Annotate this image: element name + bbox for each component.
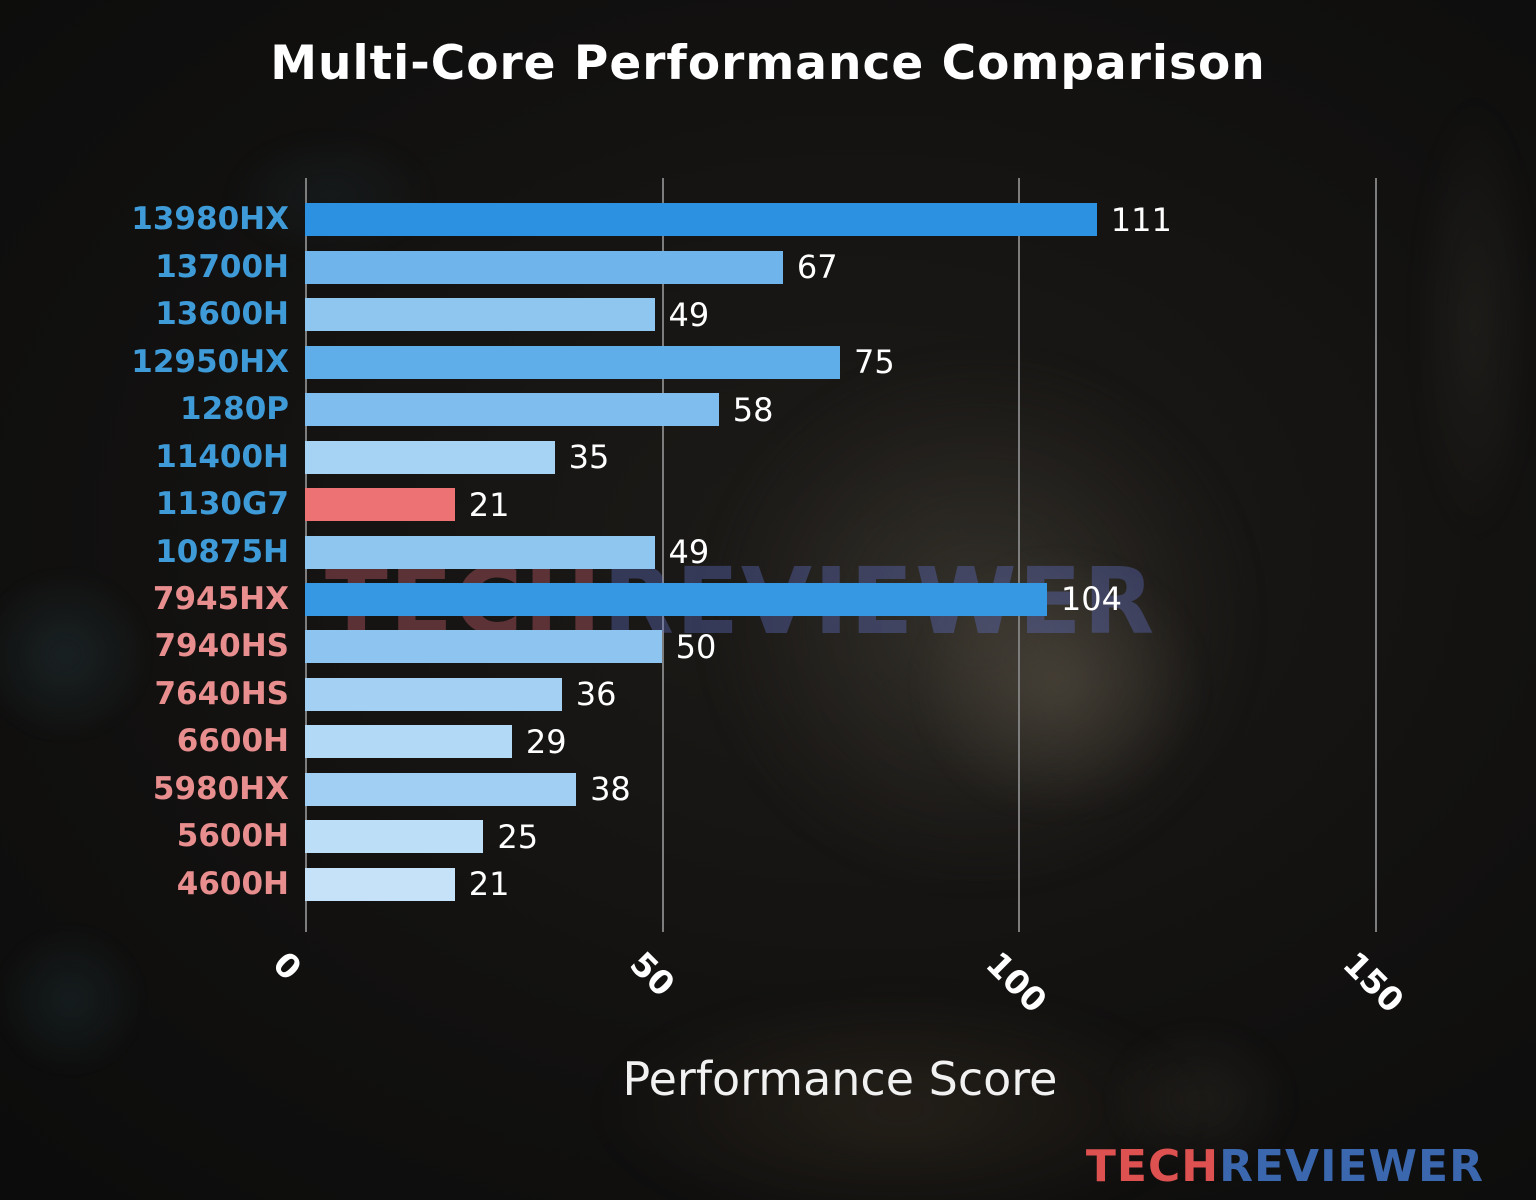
bar <box>305 867 455 901</box>
x-tick-label: 50 <box>622 944 683 1005</box>
bar-row: 6600H 29 <box>0 718 1536 765</box>
bar <box>305 772 577 806</box>
category-label: 10875H <box>155 533 289 570</box>
bar-track: 21 <box>305 861 1536 908</box>
value-label: 38 <box>590 770 631 809</box>
category-label: 7940HS <box>154 628 289 665</box>
bar-row: 13700H 67 <box>0 243 1536 290</box>
value-label: 58 <box>732 390 774 429</box>
chart-title: Multi-Core Performance Comparison <box>270 36 1266 91</box>
value-label: 21 <box>468 865 510 904</box>
category-label: 7945HX <box>152 580 289 617</box>
category-label: 5600H <box>176 818 289 855</box>
value-label: 36 <box>575 675 617 714</box>
bar-track: 38 <box>305 766 1536 813</box>
bar-row: 10875H 49 <box>0 528 1536 575</box>
bar-row: 5600H 25 <box>0 813 1536 860</box>
bar-row: 7940HS 50 <box>0 623 1536 670</box>
value-label: 29 <box>525 722 567 761</box>
brand-logo: TECHREVIEWER <box>1086 1141 1484 1192</box>
bar <box>305 203 1097 237</box>
category-label: 11400H <box>155 438 289 475</box>
category-label: 4600H <box>176 865 289 902</box>
bar-track: 29 <box>305 718 1536 765</box>
bar-track: 35 <box>305 433 1536 480</box>
bar-track: 58 <box>305 386 1536 433</box>
brand-logo-tech: TECH <box>1085 1141 1220 1192</box>
value-label: 111 <box>1110 200 1172 239</box>
bar <box>305 535 655 569</box>
value-label: 67 <box>796 248 838 287</box>
gridline <box>1375 178 1377 932</box>
bar-row: 4600H 21 <box>0 861 1536 908</box>
gridline <box>1018 178 1021 932</box>
x-axis-ticks: 0 50 100 150 <box>265 944 1411 1054</box>
bar-row: 5980HX 38 <box>0 766 1536 813</box>
bar-track: 75 <box>305 338 1536 385</box>
value-label: 35 <box>568 438 610 477</box>
category-label: 13980HX <box>131 201 289 238</box>
value-label: 49 <box>668 295 710 334</box>
category-label: 1280P <box>180 391 289 428</box>
background-teal-glow <box>0 900 170 1100</box>
bar-track: 49 <box>305 291 1536 338</box>
bar-track: 36 <box>305 671 1536 718</box>
value-label: 75 <box>854 343 895 382</box>
bar-row: 7945HX 104 <box>0 576 1536 623</box>
bar-rows: 13980HX 111 13700H 67 13600H 49 12950HX 75 1280P… <box>0 196 1536 908</box>
bar <box>305 393 719 427</box>
category-label: 12950HX <box>131 343 289 380</box>
bar <box>305 582 1047 616</box>
category-label: 13700H <box>155 248 289 285</box>
x-tick-label: 0 <box>265 944 310 988</box>
bar-track: 25 <box>305 813 1536 860</box>
value-label: 49 <box>668 533 710 572</box>
bar-row: 1280P 58 <box>0 386 1536 433</box>
bar-track: 104 <box>305 576 1536 623</box>
bar-row: 1130G7 21 <box>0 481 1536 528</box>
bar <box>305 298 655 332</box>
bar <box>305 440 555 474</box>
category-label: 6600H <box>176 723 289 760</box>
bar <box>305 820 484 854</box>
category-label: 5980HX <box>152 770 289 807</box>
bar <box>305 677 562 711</box>
bar <box>305 345 840 379</box>
bar-track: 49 <box>305 528 1536 575</box>
bar <box>305 250 783 284</box>
x-axis-label: Performance Score <box>622 1052 1058 1106</box>
bar-track: 67 <box>305 243 1536 290</box>
bar-row: 13980HX 111 <box>0 196 1536 243</box>
category-label: 13600H <box>155 296 289 333</box>
value-label: 25 <box>497 817 539 856</box>
bar-track: 21 <box>305 481 1536 528</box>
bar-row: 11400H 35 <box>0 433 1536 480</box>
x-tick-label: 150 <box>1335 944 1412 1021</box>
category-label: 7640HS <box>154 675 289 712</box>
bar <box>305 630 662 664</box>
bar-track: 50 <box>305 623 1536 670</box>
category-label: 1130G7 <box>155 486 289 523</box>
bar-track: 111 <box>305 196 1536 243</box>
bar-row: 13600H 49 <box>0 291 1536 338</box>
value-label: 50 <box>675 627 717 666</box>
bar <box>305 725 512 759</box>
x-tick-label: 100 <box>978 944 1056 1021</box>
gridline <box>661 178 664 932</box>
bar <box>305 488 455 522</box>
value-label: 104 <box>1060 580 1122 619</box>
bar-row: 12950HX 75 <box>0 338 1536 385</box>
bar-row: 7640HS 36 <box>0 671 1536 718</box>
value-label: 21 <box>468 485 510 524</box>
brand-logo-reviewer: REVIEWER <box>1219 1141 1484 1192</box>
